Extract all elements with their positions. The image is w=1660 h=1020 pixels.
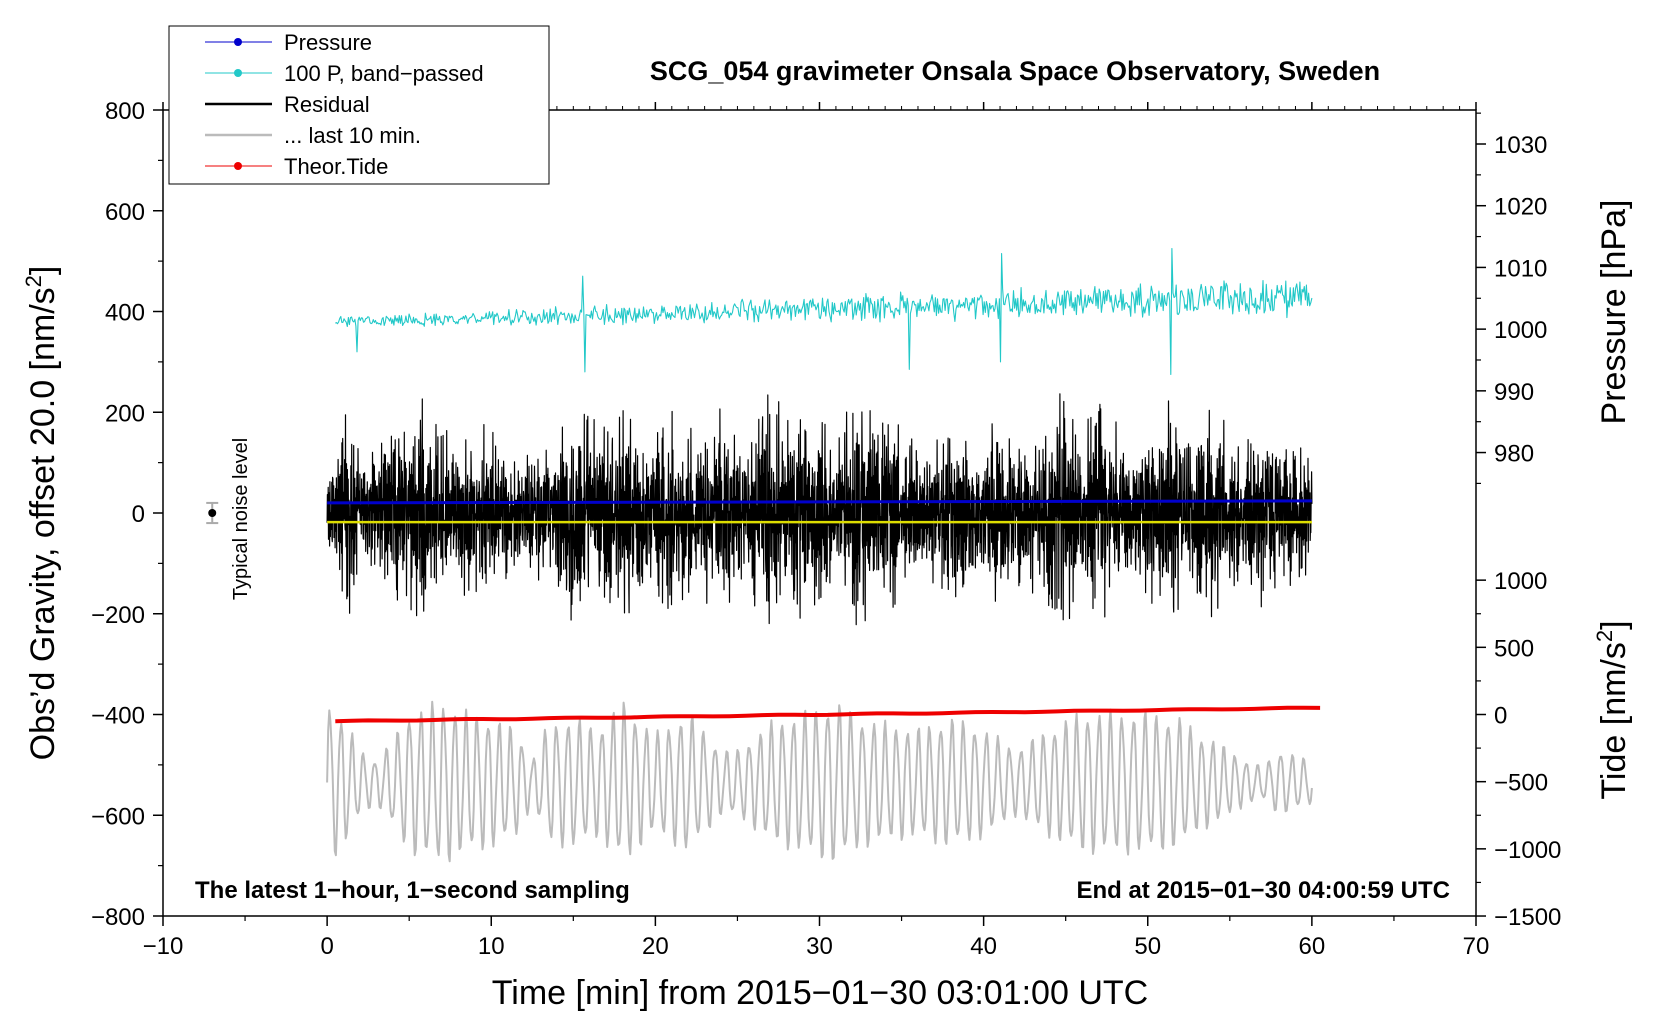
annotation-end-time: End at 2015−01−30 04:00:59 UTC [1076,877,1450,904]
y-tick-label: 400 [105,300,145,327]
tide-tick-label: 0 [1494,703,1507,730]
series-pressure [327,499,1312,505]
legend-items: Pressure 100 P, band−passed Residual ... la… [205,30,484,179]
legend-marker [234,38,242,46]
legend-marker [234,162,242,170]
series-residual [326,393,1313,626]
axis-marks: −10 0 10 20 30 40 50 60 70−800−600−400−200020040… [91,98,1561,960]
y-tick-label: 800 [105,98,145,125]
y-tick-label: −400 [91,703,145,730]
pressure-tick-label: 1000 [1494,317,1547,344]
tide-tick-label: −500 [1494,770,1548,797]
legend-label: Residual [284,92,370,117]
series-last-10-min [326,700,1313,863]
x-tick-label: 30 [806,933,833,960]
pressure-tick-label: 1010 [1494,255,1547,282]
x-tick-label: 50 [1134,933,1161,960]
series-pressure-bandpassed [335,247,1313,376]
y-axis-label-gravity-main: Obs’d Gravity, offset 20.0 [nm/s [24,287,62,760]
series-theoretical-tide [335,705,1321,724]
y-axis-label-tide-end: ] [1595,620,1633,629]
y-tick-label: −600 [91,803,145,830]
annotation-sampling: The latest 1−hour, 1−second sampling [195,877,630,904]
y-axis-label-pressure: Pressure [hPa] [1595,200,1633,425]
noise-level-label: Typical noise level [230,438,252,600]
legend-label: 100 P, band−passed [284,61,484,86]
plot-lines [206,247,1321,863]
tide-tick-label: −1000 [1494,837,1561,864]
pressure-tick-label: 1020 [1494,194,1547,221]
x-tick-label: 0 [320,933,333,960]
tide-tick-label: −1500 [1494,904,1561,931]
y-axis-label-tide-sup: 2 [1592,630,1617,642]
legend-label: Pressure [284,30,372,55]
y-tick-label: 0 [132,501,145,528]
x-tick-label: 20 [642,933,669,960]
legend-marker [234,69,242,77]
noise-point [208,509,217,517]
y-axis-label-gravity-end: ] [24,266,62,275]
y-tick-label: 600 [105,199,145,226]
y-axis-label-gravity-sup: 2 [21,275,46,287]
y-tick-label: −800 [91,904,145,931]
y-axis-label-gravity: Obs’d Gravity, offset 20.0 [nm/s2] [21,266,62,761]
x-tick-label: 40 [970,933,997,960]
tide-tick-label: 1000 [1494,568,1547,595]
x-tick-label: 70 [1463,933,1490,960]
legend: Pressure 100 P, band−passed Residual ... la… [168,25,550,185]
x-tick-label: 10 [478,933,505,960]
chart-title: SCG_054 gravimeter Onsala Space Observat… [650,56,1380,86]
x-axis-label: Time [min] from 2015−01−30 03:01:00 UTC [492,974,1148,1012]
y-axis-label-tide-main: Tide [nm/s [1595,642,1633,799]
pressure-tick-label: 990 [1494,379,1534,406]
y-tick-label: −200 [91,602,145,629]
y-axis-label-tide: Tide [nm/s2] [1592,620,1633,799]
x-tick-label: 60 [1299,933,1326,960]
x-tick-label: −10 [143,933,184,960]
tide-tick-label: 500 [1494,635,1534,662]
pressure-tick-label: 1030 [1494,132,1547,159]
legend-label: ... last 10 min. [284,123,421,148]
pressure-tick-label: 980 [1494,441,1534,468]
legend-label: Theor.Tide [284,154,388,179]
y-tick-label: 200 [105,400,145,427]
